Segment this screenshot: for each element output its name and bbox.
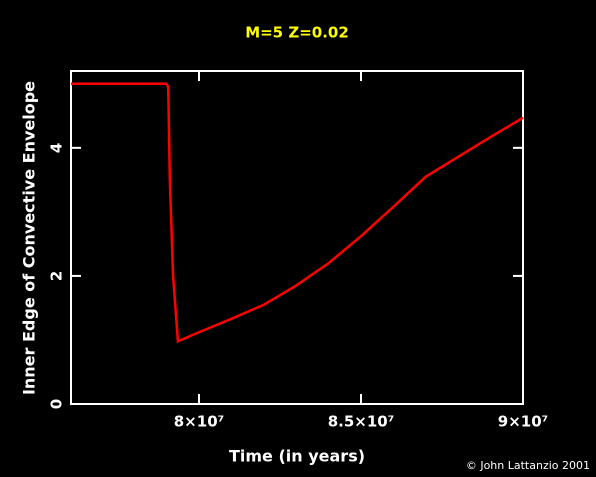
y-axis-label: Inner Edge of Convective Envelope (20, 81, 39, 395)
chart-title: M=5 Z=0.02 (245, 24, 349, 42)
data-line (71, 82, 524, 344)
x-tick-label: 8.5×10⁷ (328, 413, 395, 431)
plot-frame (70, 70, 524, 405)
credit: © John Lattanzio 2001 (466, 459, 590, 472)
y-tick-label: 2 (48, 271, 66, 281)
x-tick-label: 9×10⁷ (498, 413, 548, 431)
y-tick-label: 4 (48, 143, 66, 153)
y-tick-label: 0 (48, 399, 66, 409)
x-tick-label: 8×10⁷ (174, 413, 224, 431)
x-axis-label: Time (in years) (229, 447, 365, 466)
